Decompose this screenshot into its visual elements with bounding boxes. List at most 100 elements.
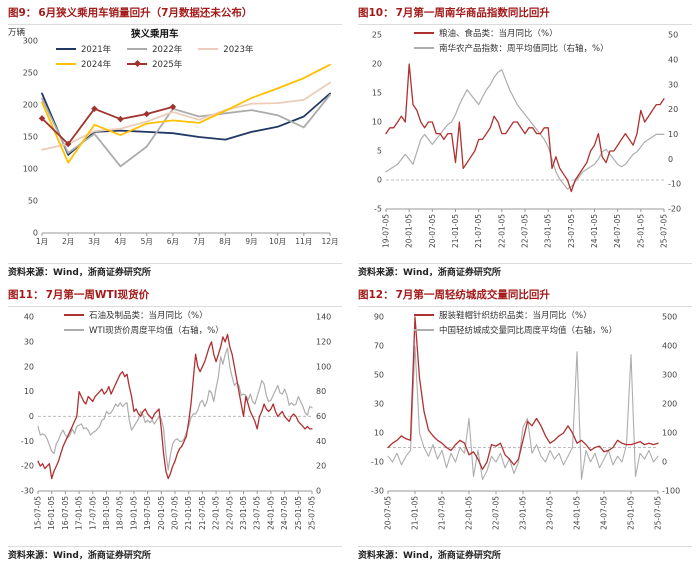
svg-text:80: 80 (316, 387, 326, 396)
svg-text:0: 0 (662, 457, 667, 466)
svg-text:19-07-05: 19-07-05 (382, 213, 391, 247)
x-axis-labels: 1月 2月 3月 4月 5月 6月 7月 8月 9月 10月 11月 12月 (36, 237, 339, 246)
svg-text:250: 250 (23, 68, 38, 77)
svg-text:24-01-05: 24-01-05 (590, 213, 599, 247)
figure-title-fig10: 图10： 7月第一周南华商品指数同比回升 (358, 4, 692, 25)
svg-text:22-01-05: 22-01-05 (497, 213, 506, 247)
figure-title-text: 6月狭义乘用车销量回升（7月数据还未公布） (38, 7, 253, 19)
series-line-1 (37, 333, 313, 479)
svg-text:24-07-05: 24-07-05 (600, 495, 609, 529)
svg-text:18-01-05: 18-01-05 (102, 495, 111, 529)
svg-text:10: 10 (374, 428, 384, 437)
svg-text:140: 140 (316, 312, 331, 321)
svg-text:120: 120 (316, 337, 331, 346)
legend-item: 中国轻纺城成交量同比周度平均值（右轴，%） (414, 324, 617, 336)
line-chart-fig12: -30 -10 10 30 50 70 90 -100 0 100 200 300 400 500 20-0… (371, 312, 680, 529)
svg-text:16-01-05: 16-01-05 (47, 495, 56, 529)
figure-title-text: 7月第一周WTI现货价 (45, 289, 150, 301)
svg-text:40: 40 (24, 312, 34, 321)
legend-line-swatch (414, 313, 434, 316)
svg-text:20: 20 (24, 362, 34, 371)
legend-label: 2024年 (81, 59, 112, 70)
svg-text:9月: 9月 (245, 237, 257, 246)
svg-text:20: 20 (316, 461, 326, 470)
series-line-2 (385, 68, 665, 190)
svg-text:10月: 10月 (269, 237, 286, 246)
svg-text:22-01-05: 22-01-05 (212, 495, 221, 529)
svg-text:30: 30 (24, 337, 34, 346)
svg-text:24-01-05: 24-01-05 (573, 495, 582, 529)
svg-text:500: 500 (662, 312, 677, 321)
figure-panel-fig9: 图9： 6月狭义乘用车销量回升（7月数据还未公布） 万辆 0 50 100 150 200… (0, 0, 350, 282)
svg-text:25-01-05: 25-01-05 (636, 213, 645, 247)
x-axis (41, 232, 331, 236)
svg-text:2月: 2月 (62, 237, 74, 246)
legend-item: 2025年 (127, 58, 182, 70)
legend-line-swatch (414, 46, 434, 49)
svg-text:24-07-05: 24-07-05 (613, 213, 622, 247)
svg-text:-30: -30 (21, 486, 34, 495)
svg-text:100: 100 (662, 428, 677, 437)
legend-line-swatch (414, 328, 434, 331)
x-axis (37, 490, 313, 494)
svg-text:25-01-05: 25-01-05 (294, 495, 303, 529)
chart-legend-fig12: 服装鞋帽针织纺织品类：当月同比（%） 中国轻纺城成交量同比周度平均值（右轴，%） (414, 309, 617, 336)
svg-text:-5: -5 (374, 204, 382, 213)
svg-text:15: 15 (372, 88, 382, 97)
x-axis-labels: 19-07-05 20-01-05 20-07-05 21-01-05 21-07-05… (382, 213, 669, 247)
chart-area-fig10: -5 0 5 10 15 20 25 -20 -10 0 10 20 30 40 50 19-07-05 20-… (358, 25, 692, 264)
legend-line-swatch (198, 47, 219, 50)
svg-text:70: 70 (374, 341, 384, 350)
figure-number-label: 图12： (358, 289, 394, 301)
legend-label: 2022年 (152, 44, 183, 55)
svg-text:90: 90 (374, 312, 384, 321)
legend-item: 粮油、食品类：当月同比（%） (414, 27, 609, 39)
svg-text:21-07-05: 21-07-05 (474, 213, 483, 247)
svg-text:19-01-05: 19-01-05 (129, 495, 138, 529)
svg-text:17-01-05: 17-01-05 (75, 495, 84, 529)
svg-text:23-01-05: 23-01-05 (239, 495, 248, 529)
x-axis (385, 208, 665, 212)
left-axis-labels: -30 -10 10 30 50 70 90 (371, 312, 384, 495)
svg-text:300: 300 (23, 36, 38, 45)
chart-legend-fig9: 狭义乘用车 2021年 2022年 2023年 2024年 2025年 (56, 26, 253, 70)
svg-text:-10: -10 (371, 457, 384, 466)
figure-panel-fig10: 图10： 7月第一周南华商品指数同比回升 -5 0 5 10 15 20 25 -20 -10 0 1… (350, 0, 700, 282)
svg-text:25-07-05: 25-07-05 (654, 495, 663, 529)
svg-text:6月: 6月 (167, 237, 179, 246)
series-line-2 (41, 93, 331, 167)
legend-item: 石油及制品类：当月同比（%） (64, 309, 224, 321)
figure-title-fig9: 图9： 6月狭义乘用车销量回升（7月数据还未公布） (8, 4, 342, 25)
legend-item: 南华农产品指数：周平均值同比（右轴，%） (414, 42, 609, 54)
legend-label: 粮油、食品类：当月同比（%） (439, 28, 558, 39)
legend-item: 2021年 (56, 43, 111, 55)
legend-line-swatch (414, 31, 434, 34)
source-note-fig9: 资料来源：Wind，浙商证券研究所 (8, 263, 342, 282)
svg-text:21-07-05: 21-07-05 (438, 495, 447, 529)
svg-text:18-07-05: 18-07-05 (116, 495, 125, 529)
svg-text:15-07-05: 15-07-05 (34, 495, 43, 529)
figure-number-label: 图9： (8, 7, 37, 19)
figure-title-text: 7月第一周轻纺城成交量同比回升 (395, 289, 550, 301)
svg-text:22-01-05: 22-01-05 (465, 495, 474, 529)
series-line-2 (387, 345, 659, 480)
svg-text:0: 0 (377, 175, 382, 184)
legend-line-swatch (64, 328, 84, 331)
legend-line-swatch (56, 47, 76, 50)
svg-text:200: 200 (662, 399, 677, 408)
svg-text:50: 50 (668, 30, 678, 39)
svg-text:21-01-05: 21-01-05 (184, 495, 193, 529)
svg-text:10: 10 (24, 387, 34, 396)
series-line-1 (41, 92, 331, 156)
svg-text:1月: 1月 (36, 237, 48, 246)
svg-text:25-07-05: 25-07-05 (308, 495, 317, 529)
line-chart-fig11: -30 -20 -10 0 10 20 30 40 0 20 40 60 80 100 120 140 15-0… (21, 312, 331, 529)
figure-title-text: 7月第一周南华商品指数同比回升 (395, 7, 550, 19)
series-line-1 (385, 62, 665, 192)
source-note-fig10: 资料来源：Wind，浙商证券研究所 (358, 263, 692, 282)
svg-text:17-07-05: 17-07-05 (88, 495, 97, 529)
svg-text:23-01-05: 23-01-05 (544, 213, 553, 247)
svg-text:4月: 4月 (114, 237, 126, 246)
